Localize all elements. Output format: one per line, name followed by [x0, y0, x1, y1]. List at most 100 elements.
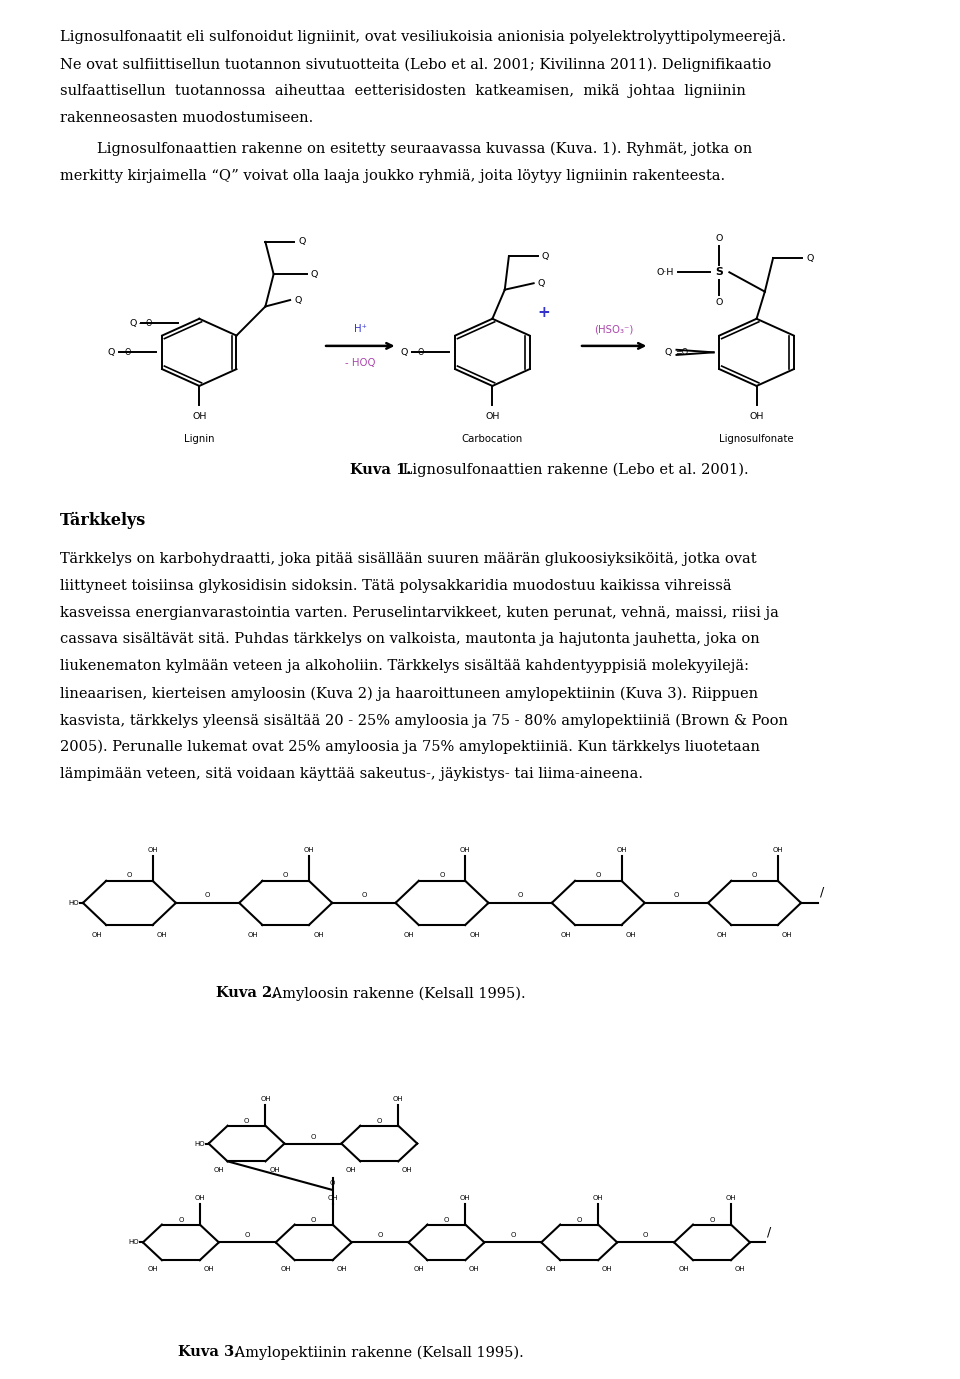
Text: 2005). Perunalle lukemat ovat 25% amyloosia ja 75% amylopektiiniä. Kun tärkkelys: 2005). Perunalle lukemat ovat 25% amyloo… [60, 741, 759, 754]
Text: - HOQ: - HOQ [345, 357, 375, 368]
Text: OH: OH [280, 1266, 291, 1271]
Text: O: O [643, 1233, 648, 1238]
Text: OH: OH [192, 412, 206, 421]
Text: OH: OH [413, 1266, 423, 1271]
Text: OH: OH [485, 412, 499, 421]
Text: —O: —O [139, 319, 154, 328]
Text: O: O [310, 1134, 316, 1139]
Text: /: / [821, 885, 825, 898]
Text: liittyneet toisiinsa glykosidisin sidoksin. Tätä polysakkaridia muodostuu kaikis: liittyneet toisiinsa glykosidisin sidoks… [60, 579, 732, 593]
Text: OH: OH [602, 1266, 612, 1271]
Text: O: O [311, 1216, 317, 1223]
Text: Q: Q [311, 270, 318, 279]
Text: Q: Q [295, 295, 301, 305]
Text: Amylopektiinin rakenne (Kelsall 1995).: Amylopektiinin rakenne (Kelsall 1995). [230, 1345, 524, 1360]
Text: OH: OH [91, 932, 102, 938]
Text: lämpimään veteen, sitä voidaan käyttää sakeutus-, jäykistys- tai liima-aineena.: lämpimään veteen, sitä voidaan käyttää s… [60, 767, 642, 781]
Text: Q: Q [108, 348, 115, 357]
Text: Amyloosin rakenne (Kelsall 1995).: Amyloosin rakenne (Kelsall 1995). [267, 986, 525, 1001]
Text: O: O [330, 1180, 335, 1186]
Text: OH: OH [402, 1167, 413, 1174]
Text: O: O [510, 1233, 516, 1238]
Text: OH: OH [269, 1167, 279, 1174]
Text: —O: —O [411, 348, 425, 357]
Text: S: S [715, 268, 723, 277]
Text: O: O [444, 1216, 449, 1223]
Text: OH: OH [460, 1194, 470, 1201]
Text: O: O [283, 873, 288, 878]
Text: O: O [127, 873, 132, 878]
Text: OH: OH [147, 847, 158, 854]
Text: +: + [538, 305, 550, 320]
Text: OH: OH [327, 1194, 338, 1201]
Text: OH: OH [393, 1096, 403, 1102]
Text: Ne ovat sulfiittisellun tuotannon sivutuotteita (Lebo et al. 2001; Kivilinna 201: Ne ovat sulfiittisellun tuotannon sivutu… [60, 57, 771, 72]
Text: kasveissa energianvarastointia varten. Peruselintarvikkeet, kuten perunat, vehnä: kasveissa energianvarastointia varten. P… [60, 605, 779, 619]
Text: OH: OH [195, 1194, 205, 1201]
Text: Q: Q [299, 237, 306, 247]
Text: OH: OH [303, 847, 314, 854]
Text: Q: Q [806, 254, 813, 262]
Text: /: / [767, 1226, 771, 1238]
Text: OH: OH [626, 932, 636, 938]
Text: OH: OH [336, 1266, 347, 1271]
Text: O·H: O·H [657, 268, 674, 277]
Text: OH: OH [593, 1194, 604, 1201]
Text: OH: OH [561, 932, 571, 938]
Text: OH: OH [313, 932, 324, 938]
Text: OH: OH [716, 932, 727, 938]
Text: OH: OH [469, 1266, 480, 1271]
Text: OH: OH [260, 1096, 271, 1102]
Text: OH: OH [616, 847, 627, 854]
Text: Carbocation: Carbocation [462, 434, 523, 444]
Text: Q: Q [130, 319, 136, 328]
Text: OH: OH [679, 1266, 689, 1271]
Text: HO: HO [194, 1140, 204, 1146]
Text: Q: Q [538, 279, 545, 288]
Text: O: O [752, 873, 757, 878]
Text: liukenematon kylmään veteen ja alkoholiin. Tärkkelys sisältää kahdentyyppisiä mo: liukenematon kylmään veteen ja alkoholii… [60, 659, 749, 673]
Text: OH: OH [248, 932, 258, 938]
Text: HO: HO [68, 900, 79, 906]
Text: OH: OH [726, 1194, 736, 1201]
Text: OH: OH [156, 932, 167, 938]
Text: HO: HO [129, 1240, 139, 1245]
Text: OH: OH [213, 1167, 224, 1174]
Text: sulfaattisellun  tuotannossa  aiheuttaa  eetterisidosten  katkeamisen,  mikä  jo: sulfaattisellun tuotannossa aiheuttaa ee… [60, 84, 745, 98]
Text: OH: OH [346, 1167, 357, 1174]
Text: Q: Q [542, 251, 549, 261]
Text: merkitty kirjaimella “Q” voivat olla laaja joukko ryhmiä, joita löytyy ligniinin: merkitty kirjaimella “Q” voivat olla laa… [60, 168, 725, 183]
Text: lineaarisen, kierteisen amyloosin (Kuva 2) ja haaroittuneen amylopektiinin (Kuva: lineaarisen, kierteisen amyloosin (Kuva … [60, 687, 757, 701]
Text: Kuva 2.: Kuva 2. [216, 986, 277, 1000]
Text: rakenneosasten muodostumiseen.: rakenneosasten muodostumiseen. [60, 110, 313, 125]
Text: O: O [440, 873, 444, 878]
Text: Tärkkelys on karbohydraatti, joka pitää sisällään suuren määrän glukoosiyksiköit: Tärkkelys on karbohydraatti, joka pitää … [60, 552, 756, 565]
Text: O: O [577, 1216, 582, 1223]
Text: O: O [245, 1233, 250, 1238]
Text: O: O [377, 1233, 383, 1238]
Text: O: O [244, 1118, 250, 1124]
Text: —O: —O [117, 348, 132, 357]
Text: Lignosulfonate: Lignosulfonate [719, 434, 794, 444]
Text: OH: OH [404, 932, 415, 938]
Text: (HSO₃⁻): (HSO₃⁻) [594, 324, 634, 334]
Text: OH: OH [773, 847, 783, 854]
Text: Lignosulfonaatit eli sulfonoidut ligniinit, ovat vesiliukoisia anionisia polyele: Lignosulfonaatit eli sulfonoidut ligniin… [60, 30, 785, 44]
Text: OH: OH [148, 1266, 158, 1271]
Text: O: O [517, 892, 523, 898]
Text: O: O [716, 298, 723, 308]
Text: O: O [674, 892, 679, 898]
Text: O: O [204, 892, 210, 898]
Text: Lignosulfonaattien rakenne (Lebo et al. 2001).: Lignosulfonaattien rakenne (Lebo et al. … [398, 463, 749, 477]
Text: Q: Q [665, 348, 672, 357]
Text: O: O [376, 1118, 382, 1124]
Text: OH: OH [460, 847, 470, 854]
Text: OH: OH [750, 412, 764, 421]
Text: O: O [179, 1216, 183, 1223]
Text: OH: OH [469, 932, 480, 938]
Text: Lignosulfonaattien rakenne on esitetty seuraavassa kuvassa (Kuva. 1). Ryhmät, jo: Lignosulfonaattien rakenne on esitetty s… [60, 142, 752, 156]
Text: Kuva 3.: Kuva 3. [178, 1345, 239, 1360]
Text: Tärkkelys: Tärkkelys [60, 512, 146, 528]
Text: H⁺: H⁺ [354, 324, 367, 334]
Text: OH: OH [734, 1266, 745, 1271]
